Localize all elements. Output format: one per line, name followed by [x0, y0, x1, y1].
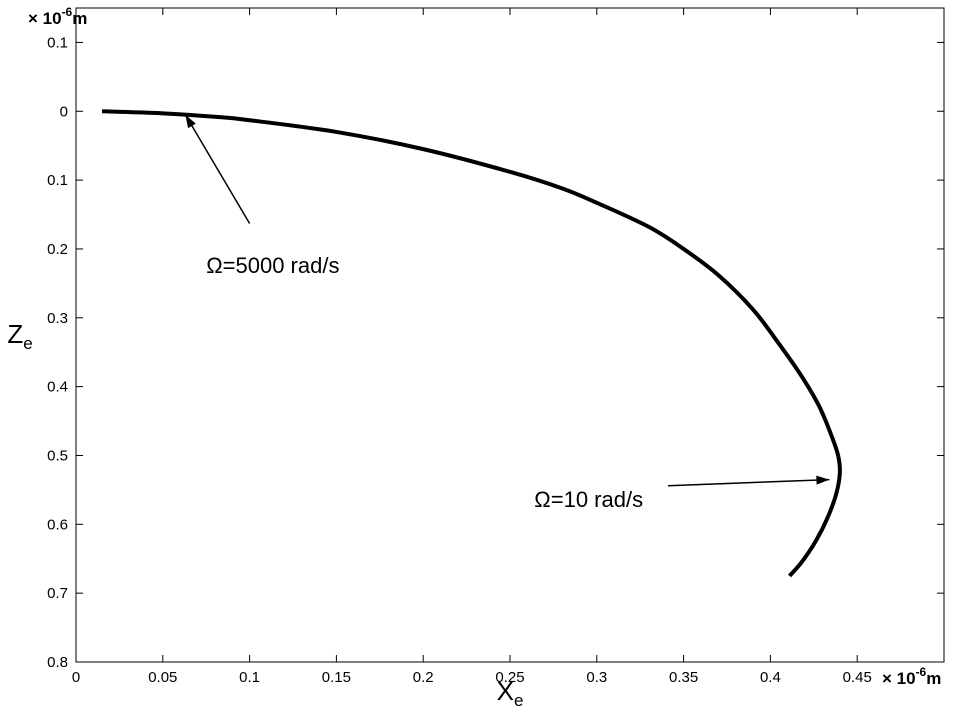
- y-tick-label: 0.3: [47, 310, 68, 327]
- x-tick-label: 0.1: [239, 669, 260, 686]
- annotations: Ω=5000 rad/s Ω=10 rad/s: [184, 114, 830, 512]
- y-tick-label: 0.1: [47, 34, 68, 51]
- ticks: [75, 8, 944, 663]
- y-tick-label: 0.7: [47, 585, 68, 602]
- y-tick-label: 0.1: [47, 172, 68, 189]
- x-tick-label: 0.15: [322, 669, 351, 686]
- x-tick-label: 0: [72, 669, 80, 686]
- x-tick-label: 0.35: [669, 669, 698, 686]
- x-tick-label: 0.2: [413, 669, 434, 686]
- series-line: [101, 109, 842, 578]
- annotation-arrowhead-2: [816, 475, 830, 485]
- y-tick-label: 0: [60, 103, 68, 120]
- y-tick-label: 0.2: [47, 241, 68, 258]
- annotation-arrow-2: [667, 478, 830, 487]
- plot-area: [75, 7, 945, 663]
- y-tick-label: 0.8: [47, 654, 68, 671]
- x-tick-label: 0.05: [148, 669, 177, 686]
- y-tick-label: 0.5: [47, 447, 68, 464]
- y-axis-multiplier: × 10-6m: [28, 5, 87, 28]
- annotation-arrowhead-1: [185, 114, 196, 129]
- x-axis-label: Xe: [497, 676, 524, 710]
- y-tick-label: 0.6: [47, 516, 68, 533]
- x-tick-label: 0.25: [495, 669, 524, 686]
- x-axis-multiplier: × 10-6m: [882, 665, 941, 688]
- annotation-arrow-1: [184, 114, 251, 224]
- annotation-label-2: Ω=10 rad/s: [534, 487, 643, 512]
- y-axis-label: Ze: [7, 319, 32, 353]
- y-tick-label: 0.4: [47, 379, 68, 396]
- tick-labels: 0 0.05 0.1 0.15 0.2 0.25 0.3 0.35 0.4 0.45 0.1 0 0.1…: [47, 34, 872, 686]
- x-tick-label: 0.3: [586, 669, 607, 686]
- x-tick-label: 0.4: [760, 669, 781, 686]
- x-tick-label: 0.45: [843, 669, 872, 686]
- annotation-label-1: Ω=5000 rad/s: [206, 253, 339, 278]
